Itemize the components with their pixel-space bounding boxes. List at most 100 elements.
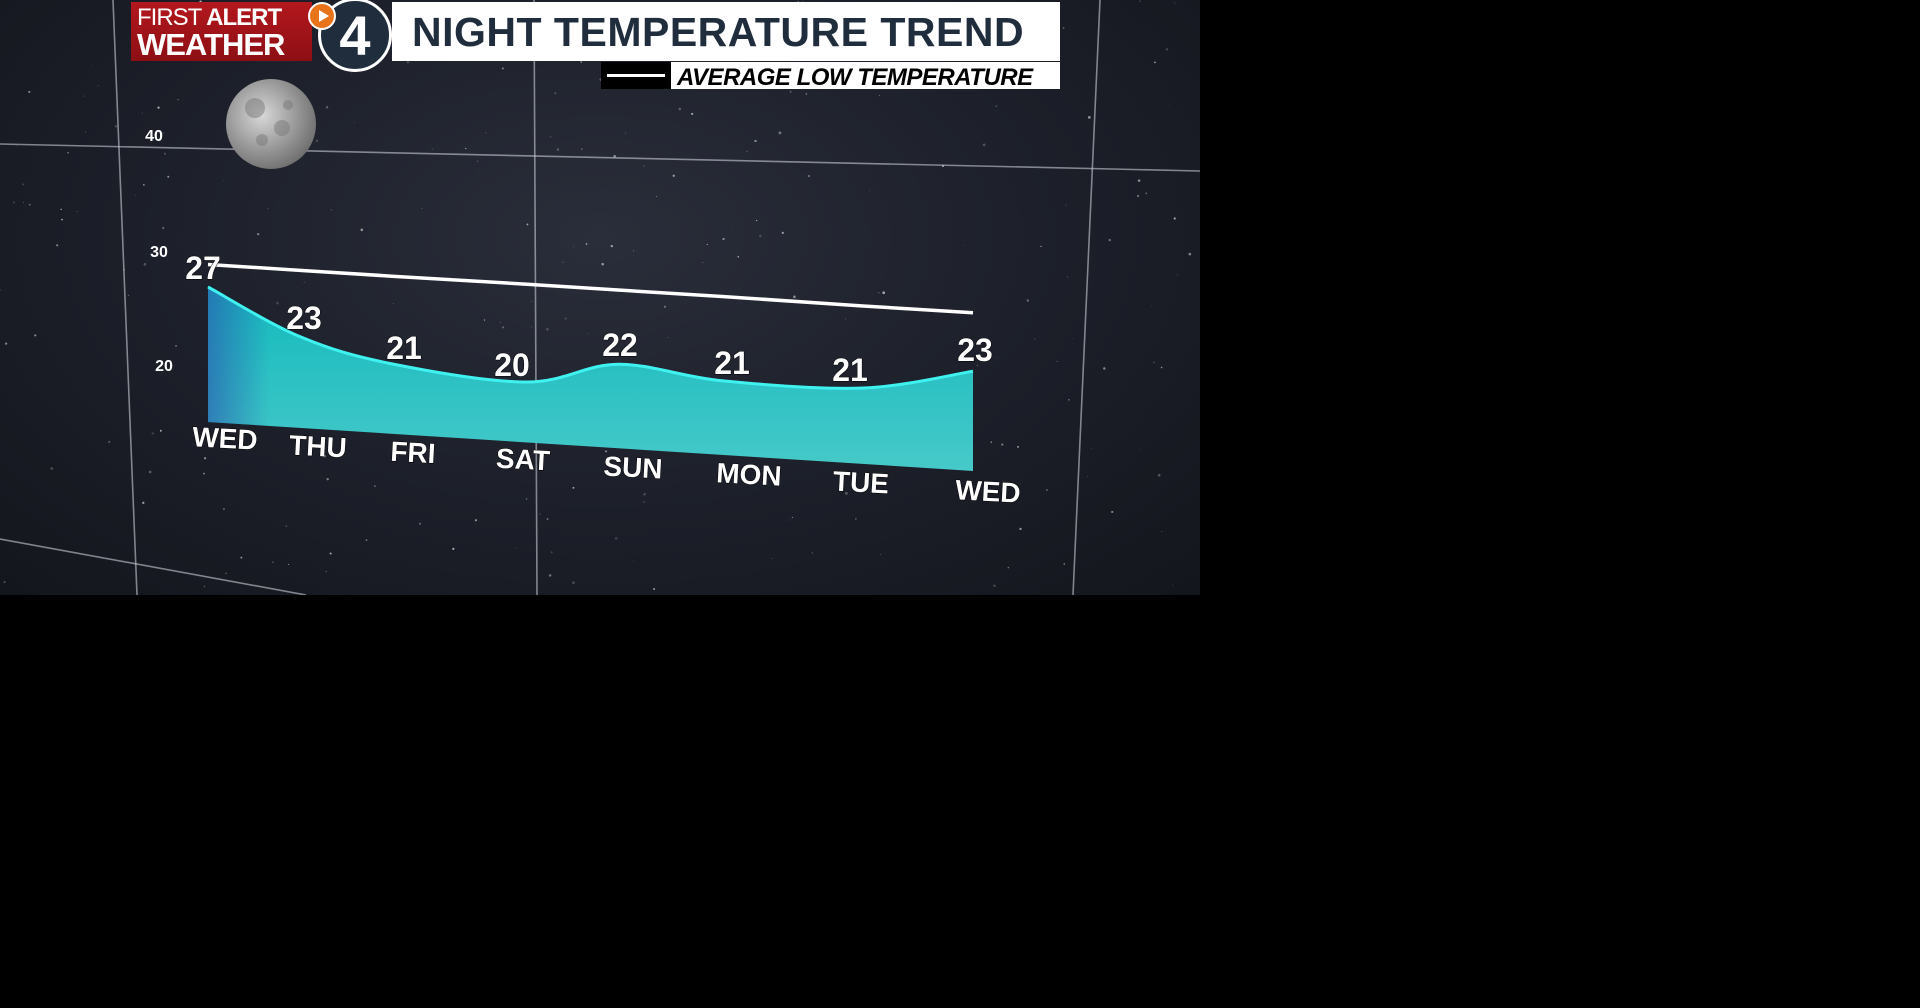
star [976, 364, 979, 367]
star [1072, 337, 1074, 339]
star [678, 107, 682, 111]
star [15, 145, 17, 147]
star [564, 317, 567, 320]
star [351, 73, 352, 74]
star [431, 148, 433, 150]
grid-line [0, 143, 1200, 172]
star [67, 151, 69, 154]
star [610, 244, 614, 248]
star [1139, 449, 1141, 451]
y-tick-label: 20 [155, 358, 173, 375]
star [225, 572, 227, 574]
star [203, 457, 207, 460]
first-alert-weather-logo: FIRST ALERT WEATHER [131, 2, 312, 61]
star [1139, 0, 1141, 2]
star [722, 237, 725, 241]
star [702, 262, 704, 263]
star [526, 223, 529, 226]
star [869, 190, 871, 191]
star [186, 355, 187, 357]
star [326, 477, 329, 481]
star [562, 261, 564, 264]
star [531, 326, 533, 328]
star [754, 139, 757, 143]
moon-crater [245, 98, 265, 118]
star [525, 498, 528, 500]
star [1001, 443, 1004, 446]
star [588, 333, 589, 335]
star [418, 522, 422, 525]
star [550, 136, 552, 138]
star [1161, 531, 1163, 533]
star [1169, 105, 1170, 107]
star [108, 440, 111, 444]
star [643, 165, 645, 167]
star [802, 1, 804, 3]
star [1065, 204, 1067, 206]
y-tick-label: 30 [150, 244, 168, 261]
star [406, 61, 409, 64]
star [759, 234, 762, 238]
star [1151, 305, 1152, 307]
star [691, 112, 694, 115]
star [1177, 274, 1178, 276]
star [982, 143, 986, 147]
star [880, 554, 881, 555]
star [581, 148, 583, 150]
star [996, 357, 998, 358]
star [92, 523, 93, 525]
star [1111, 510, 1114, 514]
star [272, 561, 274, 563]
star [295, 448, 297, 450]
star [3, 581, 6, 584]
data-label: 27 [185, 250, 221, 286]
star [1145, 192, 1147, 195]
star [157, 106, 160, 109]
star [360, 228, 364, 232]
star [330, 209, 332, 211]
data-label: 23 [286, 300, 322, 336]
star [267, 207, 269, 209]
play-icon [308, 2, 336, 30]
star [501, 67, 504, 70]
star [84, 95, 86, 97]
star [1034, 338, 1036, 340]
grid-line [1072, 0, 1101, 595]
star [476, 160, 479, 163]
moon-crater [283, 100, 293, 110]
star [1137, 179, 1141, 182]
star [791, 516, 793, 518]
star [1017, 445, 1019, 448]
x-tick-label: WED [955, 474, 1022, 508]
star [990, 441, 993, 444]
star [572, 486, 575, 489]
star [354, 121, 355, 123]
star [28, 90, 31, 93]
x-tick-label: TUE [832, 466, 890, 500]
star [554, 92, 557, 94]
star [290, 309, 293, 312]
star [28, 203, 31, 206]
star [778, 131, 782, 135]
star [625, 132, 627, 134]
x-tick-label: FRI [390, 436, 437, 469]
star [845, 492, 848, 495]
star [1063, 563, 1065, 565]
star [1153, 361, 1155, 364]
data-label: 21 [386, 330, 422, 366]
star [365, 539, 368, 542]
star [1174, 2, 1176, 4]
star [1066, 276, 1069, 278]
star [84, 131, 86, 133]
logo-text-alert: ALERT [206, 4, 282, 31]
star [1154, 61, 1156, 64]
star [162, 226, 165, 230]
star [257, 233, 260, 236]
grid-line [112, 0, 138, 595]
star [1160, 366, 1163, 369]
star [572, 581, 575, 585]
star [315, 139, 318, 142]
star [143, 184, 145, 186]
star [614, 537, 618, 540]
star [601, 262, 604, 266]
